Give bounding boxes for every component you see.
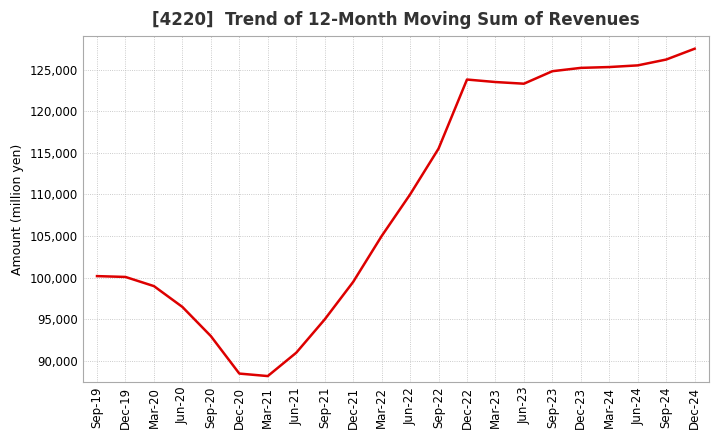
Y-axis label: Amount (million yen): Amount (million yen) <box>11 143 24 275</box>
Title: [4220]  Trend of 12-Month Moving Sum of Revenues: [4220] Trend of 12-Month Moving Sum of R… <box>152 11 639 29</box>
